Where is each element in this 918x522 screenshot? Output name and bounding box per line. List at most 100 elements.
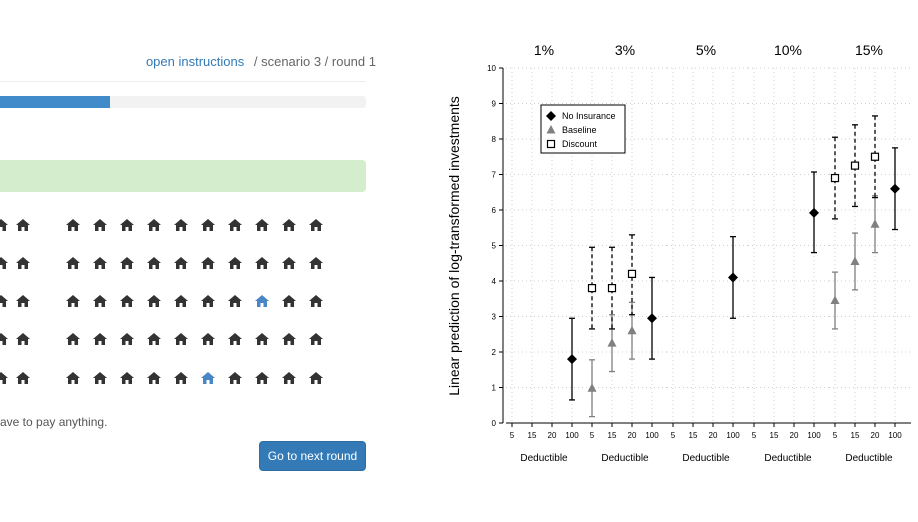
open-instructions-link[interactable]: open instructions	[145, 54, 245, 69]
x-tick-label: 5	[510, 431, 515, 440]
x-tick-label: 5	[671, 431, 676, 440]
x-axis-label: Deductible	[601, 453, 649, 464]
x-tick-label: 100	[565, 431, 579, 440]
panel-title: 10%	[774, 42, 802, 58]
data-point-no-insurance	[546, 111, 556, 121]
house-icon	[93, 257, 107, 269]
y-tick-label: 7	[492, 171, 497, 180]
house-icon	[147, 295, 161, 307]
house-icon	[174, 257, 188, 269]
data-point-discount	[607, 284, 617, 293]
house-icon	[93, 219, 107, 231]
house-icon	[282, 333, 296, 345]
x-axis-label: Deductible	[682, 453, 730, 464]
next-round-button[interactable]: Go to next round	[259, 441, 366, 471]
house-icon	[66, 219, 80, 231]
y-tick-label: 1	[492, 384, 497, 393]
house-icon	[16, 295, 30, 307]
house-icon	[255, 257, 269, 269]
house-icon	[309, 372, 323, 384]
legend-label: No Insurance	[562, 111, 616, 121]
x-tick-label: 100	[645, 431, 659, 440]
house-icon	[147, 372, 161, 384]
chart-svg: 0 1 2 3 4 5 6 7 8 9 10 Linear prediction of log-tra…	[446, 42, 911, 464]
house-icon	[201, 219, 215, 231]
house-icon	[120, 372, 134, 384]
y-tick-label: 4	[492, 277, 497, 286]
house-icon	[147, 333, 161, 345]
house-icon	[16, 219, 30, 231]
panel-title: 1%	[534, 42, 554, 58]
data-point-discount	[830, 173, 840, 183]
x-tick-label: 100	[888, 431, 902, 440]
house-icon	[309, 295, 323, 307]
experiment-panel: open instructions / scenario 3 / round 1…	[0, 0, 440, 517]
x-axis-label: Deductible	[520, 453, 568, 464]
house-icon	[174, 333, 188, 345]
data-point-baseline	[607, 338, 617, 347]
data-point-no-insurance	[809, 207, 819, 218]
house-icon	[0, 333, 8, 345]
data-point-baseline	[627, 325, 637, 335]
house-icon	[120, 333, 134, 345]
data-point-no-insurance	[728, 272, 738, 283]
house-icon	[201, 372, 215, 384]
data-point-baseline	[587, 383, 597, 392]
x-tick-label: 15	[851, 431, 860, 440]
house-icon	[93, 372, 107, 384]
house-icon	[16, 333, 30, 345]
x-tick-label: 15	[608, 431, 617, 440]
panel-title: 15%	[855, 42, 883, 58]
house-icon	[147, 257, 161, 269]
x-tick-label: 15	[770, 431, 779, 440]
house-icon	[0, 257, 8, 269]
house-icon	[120, 257, 134, 269]
house-icon	[93, 333, 107, 345]
house-icon	[228, 372, 242, 384]
x-tick-label: 15	[689, 431, 698, 440]
data-point-baseline	[850, 256, 860, 265]
house-icon	[66, 333, 80, 345]
status-alert	[0, 160, 366, 192]
data-point-no-insurance	[567, 354, 577, 365]
x-tick-label: 5	[833, 431, 838, 440]
house-icon	[228, 295, 242, 307]
x-tick-label: 5	[752, 431, 757, 440]
house-icon	[255, 295, 269, 307]
y-axis-label: Linear prediction of log-transformed inv…	[446, 96, 462, 396]
data-point-discount	[587, 284, 597, 293]
house-icon	[93, 295, 107, 307]
house-icon	[66, 372, 80, 384]
data-point-discount	[850, 161, 860, 170]
house-icon	[309, 219, 323, 231]
legend-label: Discount	[562, 139, 598, 149]
legend-label: Baseline	[562, 125, 597, 135]
progress-bar-fill	[0, 96, 110, 108]
panel-title: 5%	[696, 42, 716, 58]
divider	[0, 81, 366, 82]
y-tick-label: 0	[492, 419, 497, 428]
house-icon	[120, 295, 134, 307]
house-icon	[201, 295, 215, 307]
x-tick-label: 20	[871, 431, 880, 440]
x-tick-label: 15	[528, 431, 537, 440]
house-icon	[66, 295, 80, 307]
house-icon	[309, 257, 323, 269]
x-axis-label: Deductible	[845, 453, 893, 464]
house-icon	[0, 219, 8, 231]
data-point-no-insurance	[890, 183, 900, 194]
house-icon	[174, 219, 188, 231]
top-navigation: open instructions / scenario 3 / round 1	[146, 54, 376, 69]
house-icon	[147, 219, 161, 231]
y-tick-label: 2	[492, 348, 497, 357]
y-tick-label: 3	[492, 313, 497, 322]
data-point-baseline	[870, 219, 880, 228]
y-tick-label: 9	[492, 100, 497, 109]
x-tick-label: 20	[709, 431, 718, 440]
house-icon	[255, 333, 269, 345]
data-point-baseline	[546, 125, 556, 134]
data-point-discount	[870, 152, 880, 161]
house-icon	[228, 219, 242, 231]
house-icon	[174, 295, 188, 307]
house-icon	[16, 372, 30, 384]
